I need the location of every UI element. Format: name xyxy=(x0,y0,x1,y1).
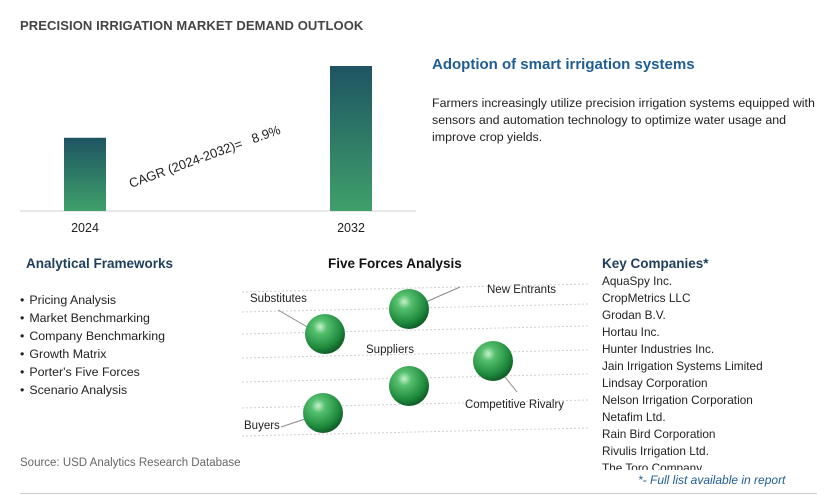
company-item: Jain Irrigation Systems Limited xyxy=(602,359,763,373)
framework-item: Growth Matrix xyxy=(20,345,165,363)
framework-item: Pricing Analysis xyxy=(20,291,165,309)
five-forces-title: Five Forces Analysis xyxy=(328,256,462,271)
dotted-guide xyxy=(241,349,589,359)
new-entrants-label: New Entrants xyxy=(487,284,556,296)
key-companies-title: Key Companies* xyxy=(602,256,709,271)
dotted-guide xyxy=(241,325,589,335)
company-item: Hunter Industries Inc. xyxy=(602,342,715,356)
company-item: AquaSpy Inc. xyxy=(602,274,673,288)
force-suppliers-sphere xyxy=(389,366,429,406)
company-item: The Toro Company xyxy=(602,461,703,470)
x-tick-label: 2032 xyxy=(337,221,365,235)
company-item: Grodan B.V. xyxy=(602,308,666,322)
bottom-divider xyxy=(20,493,817,494)
analytical-frameworks-list: Pricing Analysis Market Benchmarking Com… xyxy=(20,291,165,399)
x-tick-label: 2024 xyxy=(71,221,99,235)
dotted-guide xyxy=(241,399,589,409)
dotted-guide xyxy=(241,303,589,313)
full-list-note: *- Full list available in report xyxy=(638,473,786,487)
framework-item: Company Benchmarking xyxy=(20,327,165,345)
dotted-guide xyxy=(241,283,589,293)
company-item: CropMetrics LLC xyxy=(602,291,691,305)
company-item: Lindsay Corporation xyxy=(602,376,708,390)
key-companies-box: AquaSpy Inc. CropMetrics LLC Grodan B.V.… xyxy=(602,273,817,470)
framework-item: Porter's Five Forces xyxy=(20,363,165,381)
company-item: Rivulis Irrigation Ltd. xyxy=(602,444,709,458)
force-substitutes-sphere xyxy=(305,314,345,354)
connector-line xyxy=(277,309,317,333)
force-competitive-rivalry-sphere xyxy=(473,341,513,381)
cagr-annotation: CAGR (2024-2032)= 8.9% xyxy=(127,122,283,191)
market-bar-chart: 2024 2032 CAGR (2024-2032)= 8.9% xyxy=(20,66,416,235)
bar-2024 xyxy=(64,137,106,211)
adoption-description: Farmers increasingly utilize precision i… xyxy=(432,96,815,144)
company-item: Nelson Irrigation Corporation xyxy=(602,393,753,407)
source-note: Source: USD Analytics Research Database xyxy=(20,457,241,469)
suppliers-label: Suppliers xyxy=(366,344,414,356)
substitutes-label: Substitutes xyxy=(250,293,307,305)
connector-line xyxy=(280,415,315,428)
analytical-frameworks-title: Analytical Frameworks xyxy=(26,256,174,271)
dotted-guide xyxy=(241,373,589,383)
company-item: Hortau Inc. xyxy=(602,325,660,339)
framework-item: Market Benchmarking xyxy=(20,309,165,327)
buyers-label: Buyers xyxy=(244,420,280,432)
competitive-rivalry-label: Competitive Rivalry xyxy=(465,399,564,411)
company-item: Rain Bird Corporation xyxy=(602,427,716,441)
company-item: Netafim Ltd. xyxy=(602,410,666,424)
framework-item: Scenario Analysis xyxy=(20,381,165,399)
force-buyers-sphere xyxy=(303,393,343,433)
force-new-entrants-sphere xyxy=(389,289,429,329)
connector-line xyxy=(492,361,518,393)
dotted-guide xyxy=(241,427,589,437)
connector-line xyxy=(411,286,461,309)
adoption-title: Adoption of smart irrigation systems xyxy=(432,56,695,73)
page-title: PRECISION IRRIGATION MARKET DEMAND OUTLO… xyxy=(20,18,364,33)
key-companies-list: AquaSpy Inc. CropMetrics LLC Grodan B.V.… xyxy=(602,273,817,470)
bar-2032 xyxy=(330,66,372,211)
